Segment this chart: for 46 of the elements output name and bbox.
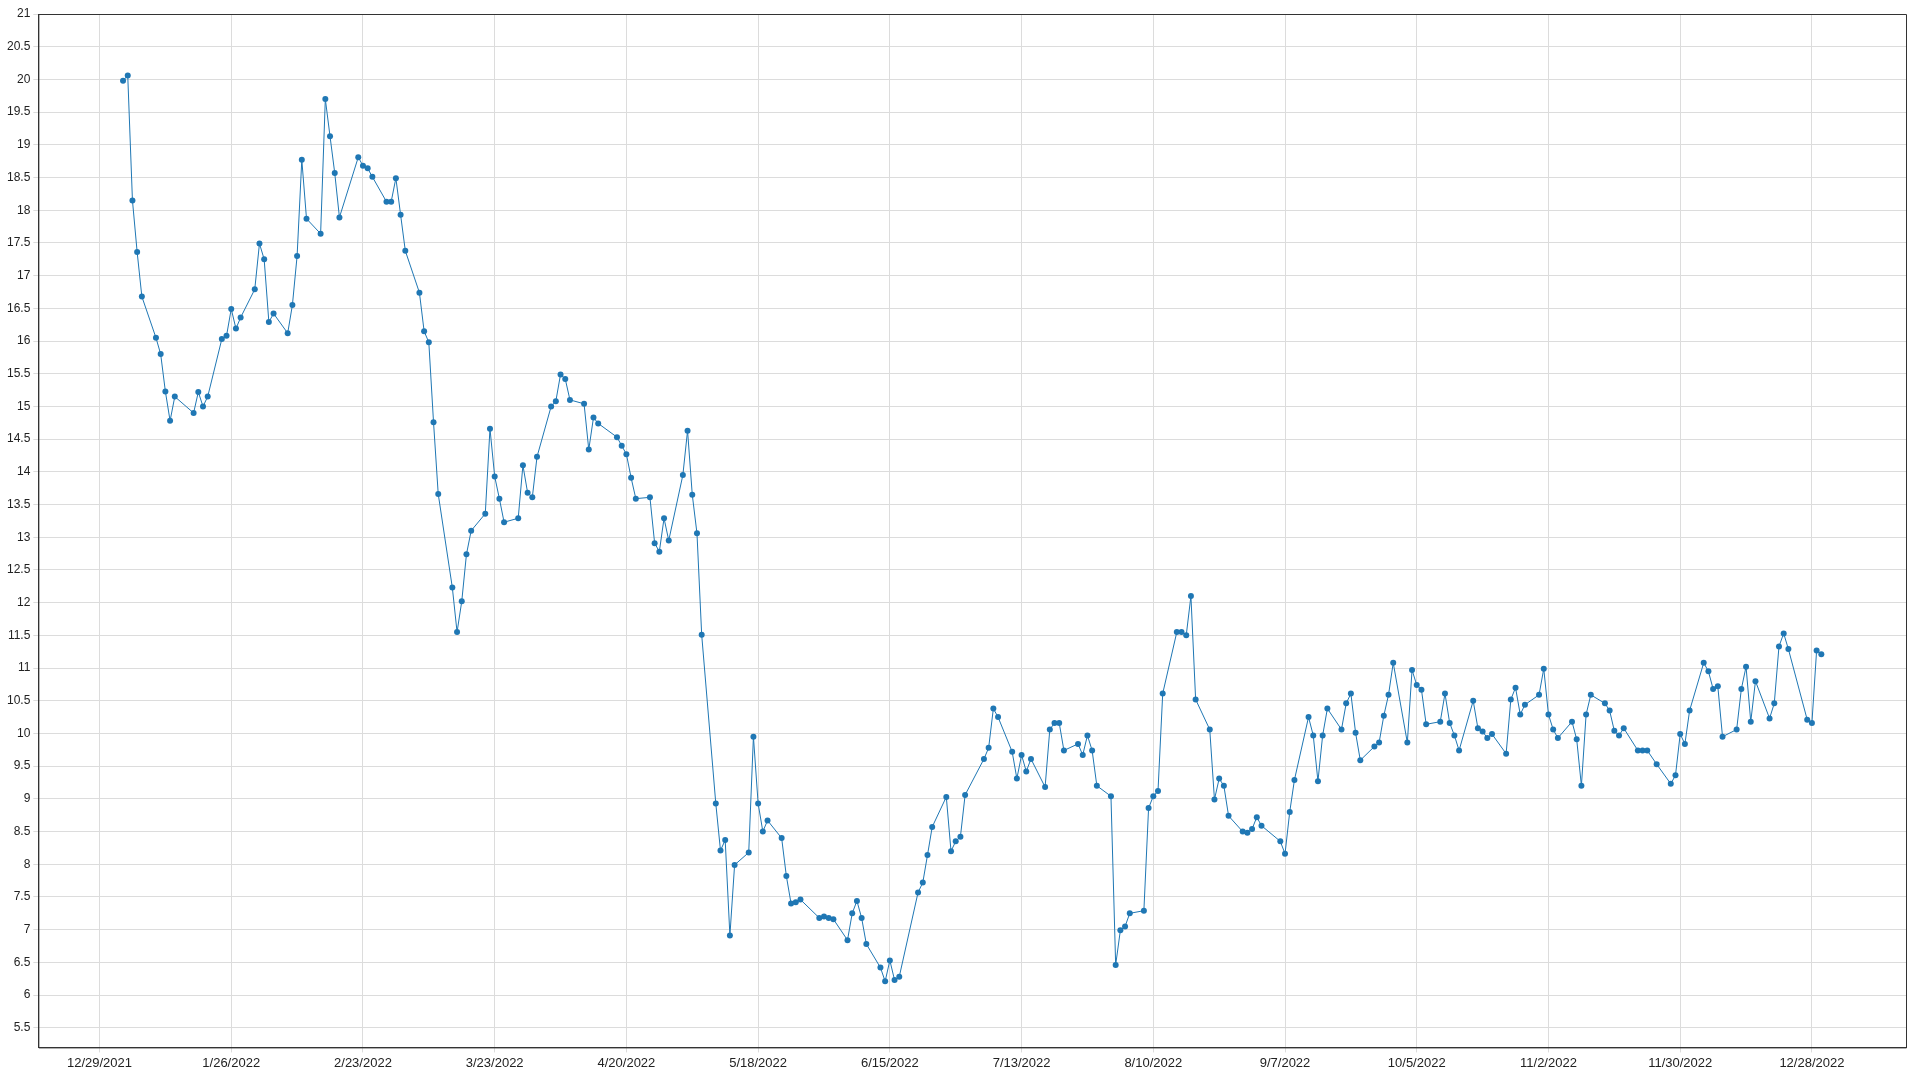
y-tick-label: 12.5 [7, 562, 31, 577]
y-tick-label: 8.5 [13, 823, 31, 838]
y-tick-label: 7.5 [13, 889, 31, 904]
x-tick-label: 10/5/2022 [1387, 1054, 1446, 1070]
y-tick-label: 19 [17, 137, 31, 152]
y-tick-label: 13 [17, 529, 31, 544]
y-tick-label: 9 [23, 791, 31, 806]
y-tick-label: 6.5 [13, 954, 31, 969]
x-tick-label: 11/2/2022 [1520, 1054, 1577, 1070]
y-tick-label: 6 [23, 987, 31, 1002]
y-tick-label: 12 [17, 594, 31, 609]
y-tick-label: 9.5 [13, 758, 31, 773]
y-tick-label: 5.5 [13, 1020, 31, 1035]
y-tick-label: 16 [17, 333, 31, 348]
y-tick-label: 10 [17, 725, 31, 740]
x-tick-label: 5/18/2022 [729, 1054, 788, 1070]
y-tick-label: 20.5 [7, 39, 31, 54]
x-tick-label: 4/20/2022 [597, 1054, 656, 1070]
y-tick-label: 11.5 [7, 627, 31, 642]
y-tick-label: 17.5 [7, 235, 31, 250]
x-tick-label: 11/30/2022 [1648, 1054, 1713, 1070]
y-tick-label: 8 [23, 856, 31, 871]
y-tick-label: 14.5 [7, 431, 31, 446]
y-tick-label: 16.5 [7, 300, 31, 315]
y-tick-label: 14 [17, 464, 31, 479]
y-tick-label: 15.5 [7, 366, 31, 381]
y-tick-label: 10.5 [7, 693, 31, 708]
y-tick-label: 11 [17, 660, 31, 675]
y-tick-label: 17 [17, 267, 31, 282]
y-tick-label: 20 [17, 71, 31, 86]
y-tick-label: 7 [23, 921, 31, 936]
y-tick-label: 21 [17, 6, 31, 21]
y-tick-label: 15 [17, 398, 31, 413]
x-tick-label: 2/23/2022 [334, 1054, 392, 1070]
y-tick-label: 18.5 [7, 169, 31, 184]
y-tick-label: 19.5 [7, 104, 31, 119]
x-tick-label: 12/29/2021 [66, 1054, 133, 1070]
x-tick-label: 7/13/2022 [992, 1054, 1051, 1070]
x-tick-label: 1/26/2022 [202, 1054, 261, 1070]
x-tick-label: 6/15/2022 [860, 1054, 919, 1070]
x-tick-label: 9/7/2022 [1259, 1054, 1311, 1070]
x-tick-label: 8/10/2022 [1124, 1054, 1183, 1070]
y-tick-label: 13.5 [7, 496, 31, 511]
x-tick-label: 3/23/2022 [465, 1054, 524, 1070]
y-tick-label: 18 [17, 202, 31, 217]
x-tick-label: 12/28/2022 [1779, 1054, 1845, 1070]
